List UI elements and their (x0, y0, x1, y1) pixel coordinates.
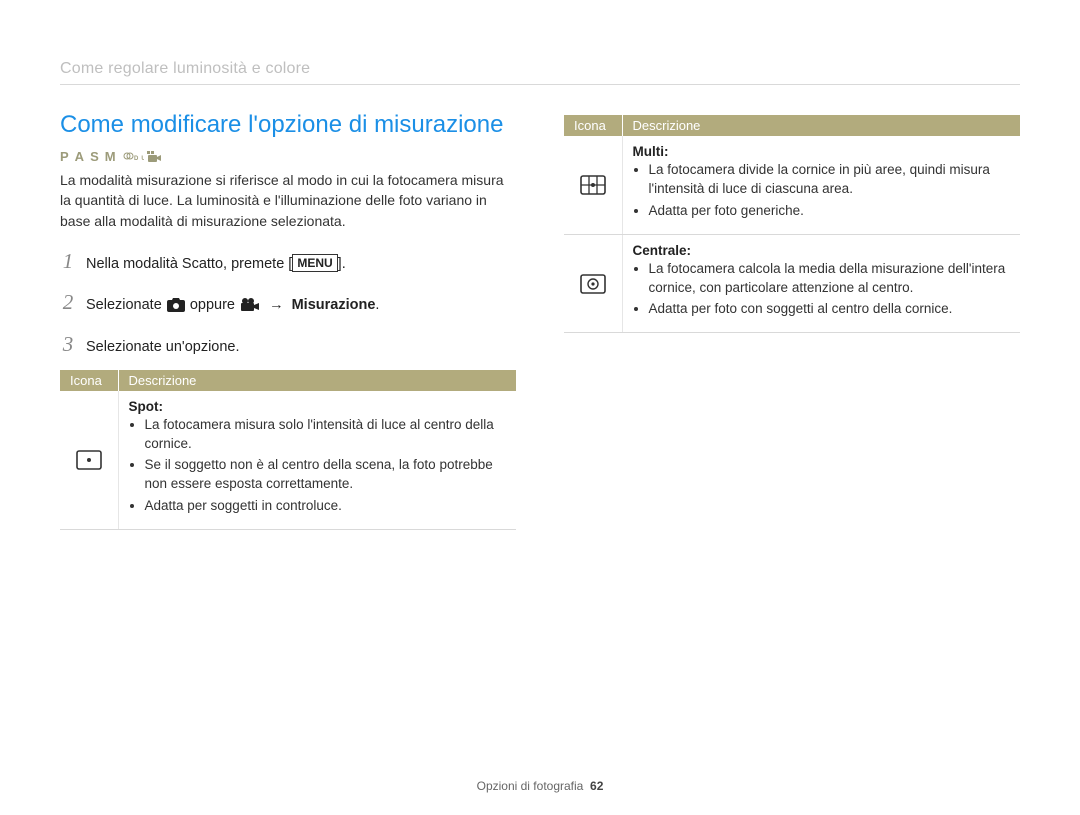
video-mode-icon (147, 151, 163, 163)
step-3: 3 Selezionate un'opzione. (60, 328, 516, 362)
metering-table-right: Icona Descrizione Multi: La fotocamera d… (564, 115, 1020, 333)
step-1-pre: Nella modalità Scatto, premete [ (86, 256, 292, 272)
bullet: Se il soggetto non è al centro della sce… (145, 456, 507, 494)
page-footer: Opzioni di fotografia 62 (0, 779, 1080, 793)
mode-s: S (90, 149, 102, 164)
step-2-pre: Selezionate (86, 297, 166, 313)
th-icon: Icona (60, 370, 118, 391)
spot-metering-icon (60, 391, 118, 530)
left-column: Come modificare l'opzione di misurazione… (60, 111, 516, 530)
cell-center: Centrale: La fotocamera calcola la media… (622, 234, 1020, 333)
cell-title-multi: Multi (633, 144, 665, 159)
bullet: Adatta per soggetti in controluce. (145, 497, 507, 516)
right-column: Icona Descrizione Multi: La fotocamera d… (564, 111, 1020, 530)
step-1: 1 Nella modalità Scatto, premete [MENU]. (60, 245, 516, 279)
center-metering-icon (564, 234, 622, 333)
step-text: Selezionate un'opzione. (86, 336, 516, 359)
arrow-icon: → (269, 297, 284, 313)
multi-metering-icon (564, 136, 622, 234)
bullet: La fotocamera misura solo l'intensità di… (145, 416, 507, 454)
step-text: Nella modalità Scatto, premete [MENU]. (86, 253, 516, 276)
breadcrumb: Come regolare luminosità e colore (60, 60, 1020, 85)
th-desc: Descrizione (622, 115, 1020, 136)
step-2-post: . (375, 297, 379, 313)
mode-indicator-row: P A S M DUAL (60, 149, 516, 164)
step-2-bold: Misurazione (292, 297, 376, 313)
step-2-mid: oppure (190, 297, 239, 313)
page-number: 62 (590, 779, 603, 793)
step-text: Selezionate oppure → Misurazione. (86, 294, 516, 317)
step-1-post: ]. (338, 256, 346, 272)
cell-title-center: Centrale (633, 243, 687, 258)
video-icon (240, 298, 260, 312)
bullet: Adatta per foto con soggetti al centro d… (649, 300, 1011, 319)
step-number: 3 (60, 328, 76, 362)
bullet: La fotocamera divide la cornice in più a… (649, 161, 1011, 199)
bullet: Adatta per foto generiche. (649, 202, 1011, 221)
metering-table-left: Icona Descrizione Spot: La fotocamera mi… (60, 370, 516, 530)
table-row-multi: Multi: La fotocamera divide la cornice i… (564, 136, 1020, 234)
section-title: Come modificare l'opzione di misurazione (60, 111, 516, 139)
camera-icon (167, 298, 185, 312)
table-row-center: Centrale: La fotocamera calcola la media… (564, 234, 1020, 333)
th-icon: Icona (564, 115, 622, 136)
mode-m: M (105, 149, 119, 164)
cell-title-spot: Spot (129, 399, 159, 414)
steps-list: 1 Nella modalità Scatto, premete [MENU].… (60, 245, 516, 362)
step-2: 2 Selezionate oppure → Misurazione. (60, 286, 516, 320)
svg-text:DUAL: DUAL (134, 156, 144, 162)
footer-label: Opzioni di fotografia (477, 779, 584, 793)
menu-button-label: MENU (292, 254, 337, 272)
mode-p: P (60, 149, 72, 164)
step-number: 2 (60, 286, 76, 320)
cell-spot: Spot: La fotocamera misura solo l'intens… (118, 391, 516, 530)
step-number: 1 (60, 245, 76, 279)
intro-paragraph: La modalità misurazione si riferisce al … (60, 170, 516, 231)
bullet: La fotocamera calcola la media della mis… (649, 260, 1011, 298)
mode-a: A (75, 149, 87, 164)
table-row-spot: Spot: La fotocamera misura solo l'intens… (60, 391, 516, 530)
th-desc: Descrizione (118, 370, 516, 391)
cell-multi: Multi: La fotocamera divide la cornice i… (622, 136, 1020, 234)
dual-mode-icon: DUAL (122, 151, 144, 163)
